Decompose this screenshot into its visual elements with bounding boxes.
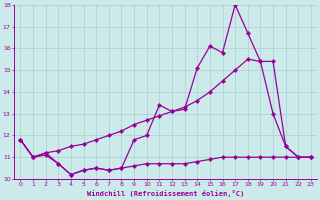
X-axis label: Windchill (Refroidissement éolien,°C): Windchill (Refroidissement éolien,°C) [87, 190, 244, 197]
